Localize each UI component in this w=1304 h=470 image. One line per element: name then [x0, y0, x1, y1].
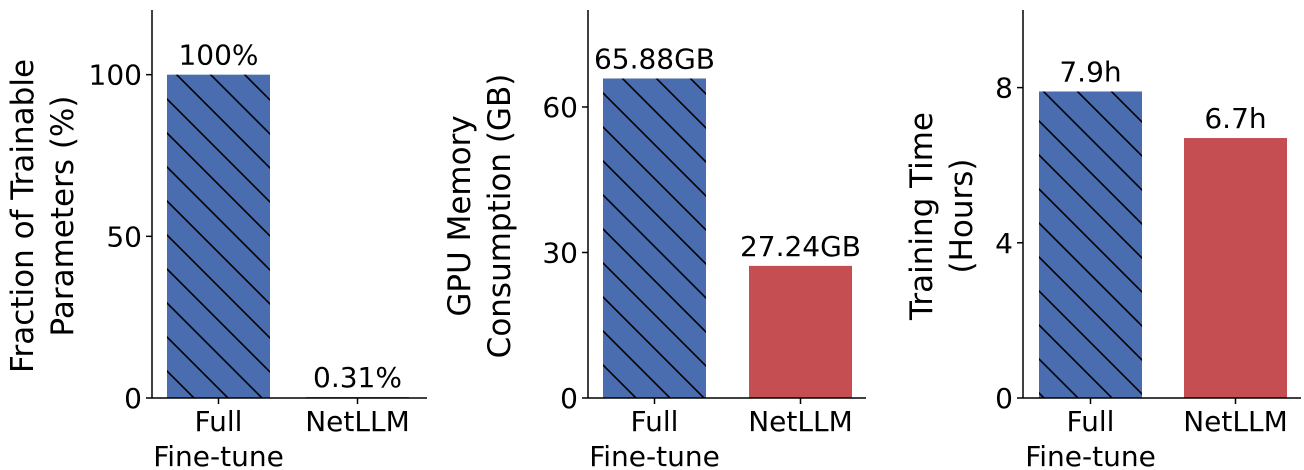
y-tick-label: 50 — [106, 220, 142, 253]
bar — [1184, 138, 1287, 399]
x-tick-label: Full — [1067, 405, 1115, 438]
y-axis-label: (Hours) — [944, 158, 980, 273]
y-axis-label: Training Time — [904, 112, 940, 321]
bar-hatch — [167, 74, 270, 399]
data-label: 7.9h — [1059, 55, 1121, 88]
y-tick-label: 0 — [995, 382, 1013, 415]
data-label: 100% — [178, 39, 258, 72]
y-tick-label: 100 — [89, 59, 142, 92]
x-tick-label: NetLLM — [305, 405, 410, 438]
bar — [749, 265, 852, 398]
y-axis-label: Fraction of Trainable — [5, 59, 41, 373]
data-label: 27.24GB — [740, 230, 861, 263]
data-label: 65.88GB — [594, 42, 715, 75]
y-tick-label: 0 — [124, 382, 142, 415]
data-label: 6.7h — [1204, 102, 1266, 135]
bar-hatch — [1039, 91, 1142, 398]
x-tick-label: NetLLM — [748, 405, 853, 438]
data-label: 0.31% — [313, 361, 402, 394]
bar-hatch — [603, 78, 706, 399]
x-tick-label: Fine-tune — [589, 440, 720, 470]
y-tick-label: 4 — [995, 227, 1013, 260]
x-tick-label: Full — [195, 405, 243, 438]
x-tick-label: Fine-tune — [153, 440, 284, 470]
x-tick-label: Full — [631, 405, 679, 438]
y-axis-label: GPU Memory — [442, 115, 478, 316]
x-tick-label: Fine-tune — [1025, 440, 1156, 470]
x-tick-label: NetLLM — [1183, 405, 1288, 438]
y-axis-label: Consumption (GB) — [482, 74, 518, 359]
y-tick-label: 8 — [995, 72, 1013, 105]
y-tick-label: 60 — [542, 91, 578, 124]
y-axis-label: Parameters (%) — [45, 96, 81, 337]
y-tick-label: 30 — [542, 237, 578, 270]
y-tick-label: 0 — [560, 382, 578, 415]
